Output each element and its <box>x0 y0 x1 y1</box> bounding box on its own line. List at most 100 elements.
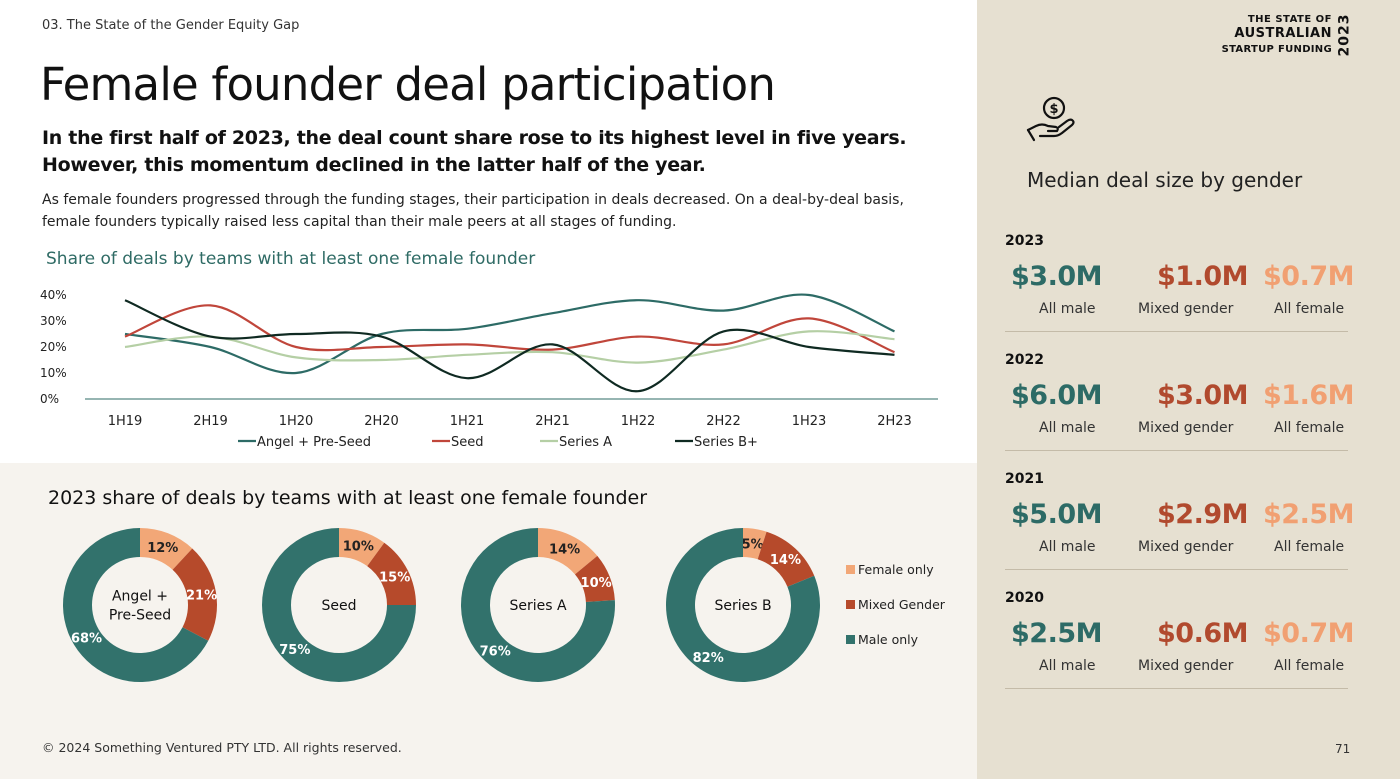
brand-line-1: THE STATE OF <box>1247 14 1332 25</box>
median-female-label: All female <box>1274 658 1345 674</box>
slice-label: 68% <box>71 631 102 646</box>
median-male-label: All male <box>1039 420 1096 436</box>
x-tick-label: 2H20 <box>364 414 399 429</box>
median-year-block: 2023 $3.0M $1.0M $0.7M All male Mixed ge… <box>1005 233 1355 352</box>
donut-slice <box>339 528 385 567</box>
series-line <box>124 293 895 375</box>
median-year: 2022 <box>1005 352 1044 368</box>
legend-label: Series B+ <box>694 435 758 450</box>
x-tick-label: 2H19 <box>193 414 228 429</box>
line-chart: 40% 30% 20% 10% 0% 1H19 2H19 1H20 2H20 1H21 2H21 1H… <box>40 288 938 450</box>
median-female-value: $2.5M <box>1263 499 1355 530</box>
median-mixed-value: $3.0M <box>1157 380 1249 411</box>
median-female-value: $0.7M <box>1263 261 1355 292</box>
donut-slice <box>757 531 815 587</box>
slice-label: 76% <box>480 645 511 660</box>
slice-label: 10% <box>343 540 374 555</box>
x-tick-label: 1H21 <box>450 414 485 429</box>
median-year-block: 2021 $5.0M $2.9M $2.5M All male Mixed ge… <box>1005 471 1355 590</box>
median-year: 2020 <box>1005 590 1044 606</box>
median-panel <box>977 0 1400 779</box>
donut-slice <box>62 528 209 682</box>
median-divider <box>1005 450 1348 451</box>
slice-label: 14% <box>549 542 580 557</box>
legend-swatch <box>846 635 855 644</box>
y-tick-label: 30% <box>40 314 67 328</box>
page-body-text: As female founders progressed through th… <box>42 192 904 230</box>
page-title: Female founder deal participation <box>40 58 776 111</box>
series-line <box>124 330 895 364</box>
page-subtitle: In the first half of 2023, the deal coun… <box>42 127 907 176</box>
legend-label: Angel + Pre-Seed <box>257 435 371 450</box>
donut-slice <box>461 528 616 682</box>
median-male-value: $3.0M <box>1011 261 1103 292</box>
median-year: 2023 <box>1005 233 1044 249</box>
legend-label: Series A <box>559 435 612 450</box>
donut-center-label: Series A <box>509 598 567 614</box>
slice-label: 12% <box>147 541 178 556</box>
y-tick-label: 10% <box>40 366 67 380</box>
legend-label: Male only <box>858 632 919 647</box>
y-tick-label: 40% <box>40 288 67 302</box>
line-chart-title: Share of deals by teams with at least on… <box>46 249 536 269</box>
donut-slice <box>574 555 615 602</box>
section-label: 03. The State of the Gender Equity Gap <box>42 18 300 33</box>
donut-center-label: Angel + <box>112 589 168 605</box>
median-divider <box>1005 688 1348 689</box>
slice-label: 10% <box>581 576 612 591</box>
donut-center-label: Seed <box>322 598 357 614</box>
median-mixed-label: Mixed gender <box>1138 420 1234 436</box>
slice-label: 5% <box>742 537 764 552</box>
legend-swatch <box>846 600 855 609</box>
legend-swatch <box>846 565 855 574</box>
median-male-label: All male <box>1039 539 1096 555</box>
donut-chart: 12% 21% 68% Angel + Pre-Seed 10% 15% 75% Seed 14%… <box>62 528 946 682</box>
median-male-value: $6.0M <box>1011 380 1103 411</box>
median-title: Median deal size by gender <box>1027 168 1303 192</box>
median-mixed-value: $1.0M <box>1157 261 1249 292</box>
median-mixed-label: Mixed gender <box>1138 301 1234 317</box>
legend-label: Seed <box>451 435 484 450</box>
slice-label: 82% <box>693 651 724 666</box>
median-divider <box>1005 569 1348 570</box>
donut-slice <box>743 528 767 560</box>
y-tick-label: 20% <box>40 340 67 354</box>
x-tick-label: 2H22 <box>706 414 741 429</box>
brand-year: 2023 <box>1336 13 1353 57</box>
median-female-label: All female <box>1274 539 1345 555</box>
donut-center-label: Pre-Seed <box>109 608 171 624</box>
brand-line-2: AUSTRALIAN <box>1234 26 1332 41</box>
x-tick-label: 2H23 <box>877 414 912 429</box>
median-male-value: $5.0M <box>1011 499 1103 530</box>
median-mixed-value: $0.6M <box>1157 618 1249 649</box>
donut-slice <box>367 542 416 605</box>
slice-label: 75% <box>279 643 310 658</box>
slice-label: 14% <box>770 553 801 568</box>
series-line <box>124 299 895 393</box>
median-female-value: $1.6M <box>1263 380 1355 411</box>
page-number: 71 <box>1335 742 1351 756</box>
donut-slice <box>262 528 416 682</box>
donut-center-label: Series B <box>714 598 771 614</box>
donut-slice <box>538 528 598 575</box>
median-divider <box>1005 331 1348 332</box>
donut-slice <box>665 528 820 682</box>
x-tick-label: 1H20 <box>279 414 314 429</box>
brand-logo: THE STATE OF AUSTRALIAN STARTUP FUNDING … <box>1200 14 1380 58</box>
x-tick-label: 1H22 <box>621 414 656 429</box>
donut-slice <box>140 528 193 570</box>
donut-slice <box>172 548 218 641</box>
legend-label: Mixed Gender <box>858 597 946 612</box>
y-tick-label: 0% <box>40 392 59 406</box>
donut-chart-title: 2023 share of deals by teams with at lea… <box>48 487 648 509</box>
x-tick-label: 2H21 <box>535 414 570 429</box>
legend-label: Female only <box>858 562 934 577</box>
median-male-label: All male <box>1039 301 1096 317</box>
money-hand-icon: $ <box>1026 96 1075 142</box>
footer-copyright: © 2024 Something Ventured PTY LTD. All r… <box>42 740 402 755</box>
x-tick-label: 1H19 <box>108 414 143 429</box>
brand-line-3: STARTUP FUNDING <box>1221 44 1332 55</box>
series-line <box>124 304 895 354</box>
median-year: 2021 <box>1005 471 1044 487</box>
